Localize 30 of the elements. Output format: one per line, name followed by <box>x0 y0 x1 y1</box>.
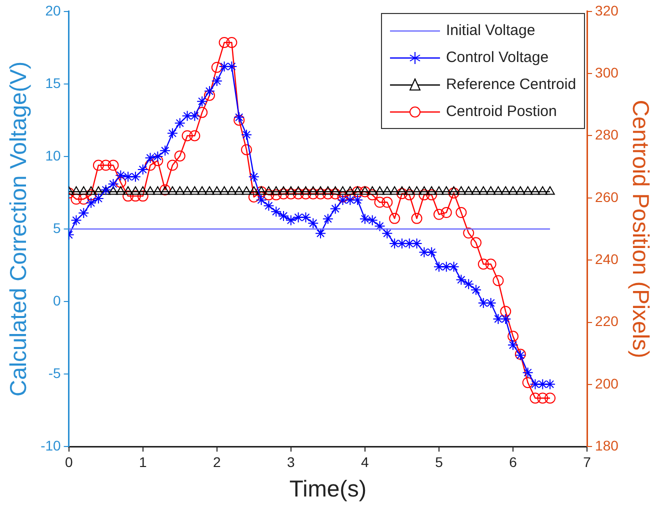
y2-tick-label: 280 <box>595 126 619 143</box>
x-tick-label: 7 <box>583 454 592 470</box>
y-axis-title: Calculated Correction Voltage(V) <box>5 62 32 396</box>
y2-tick-label: 320 <box>595 2 619 18</box>
y2-tick-label: 180 <box>595 437 619 454</box>
x-tick-label: 0 <box>64 454 73 470</box>
legend-label: Centroid Postion <box>446 103 557 120</box>
y-tick-label: -10 <box>40 437 62 454</box>
y2-axis-title: Centroid Position (Pixels) <box>628 100 654 358</box>
legend-label: Initial Voltage <box>446 22 536 40</box>
y-tick-label: -5 <box>48 364 62 381</box>
legend-label: Reference Centroid <box>446 76 576 94</box>
y2-tick-label: 240 <box>595 250 619 267</box>
x-tick-label: 5 <box>435 454 444 470</box>
x-tick-label: 1 <box>138 454 147 470</box>
y2-tick-label: 300 <box>595 64 619 80</box>
y2-tick-label: 260 <box>595 188 619 205</box>
x-tick-label: 4 <box>361 454 370 470</box>
y-tick-label: 20 <box>45 2 62 18</box>
y-tick-label: 0 <box>53 292 62 308</box>
x-tick-label: 3 <box>287 454 296 470</box>
legend-label: Control Voltage <box>446 49 549 66</box>
y-tick-label: 5 <box>53 220 62 236</box>
y-tick-label: 10 <box>45 147 62 164</box>
x-axis-title: Time(s) <box>289 476 366 502</box>
x-tick-label: 2 <box>212 454 221 470</box>
y2-tick-label: 220 <box>595 313 619 330</box>
y2-tick-label: 200 <box>595 375 619 392</box>
y-tick-label: 15 <box>45 74 62 91</box>
x-tick-label: 6 <box>509 454 518 470</box>
